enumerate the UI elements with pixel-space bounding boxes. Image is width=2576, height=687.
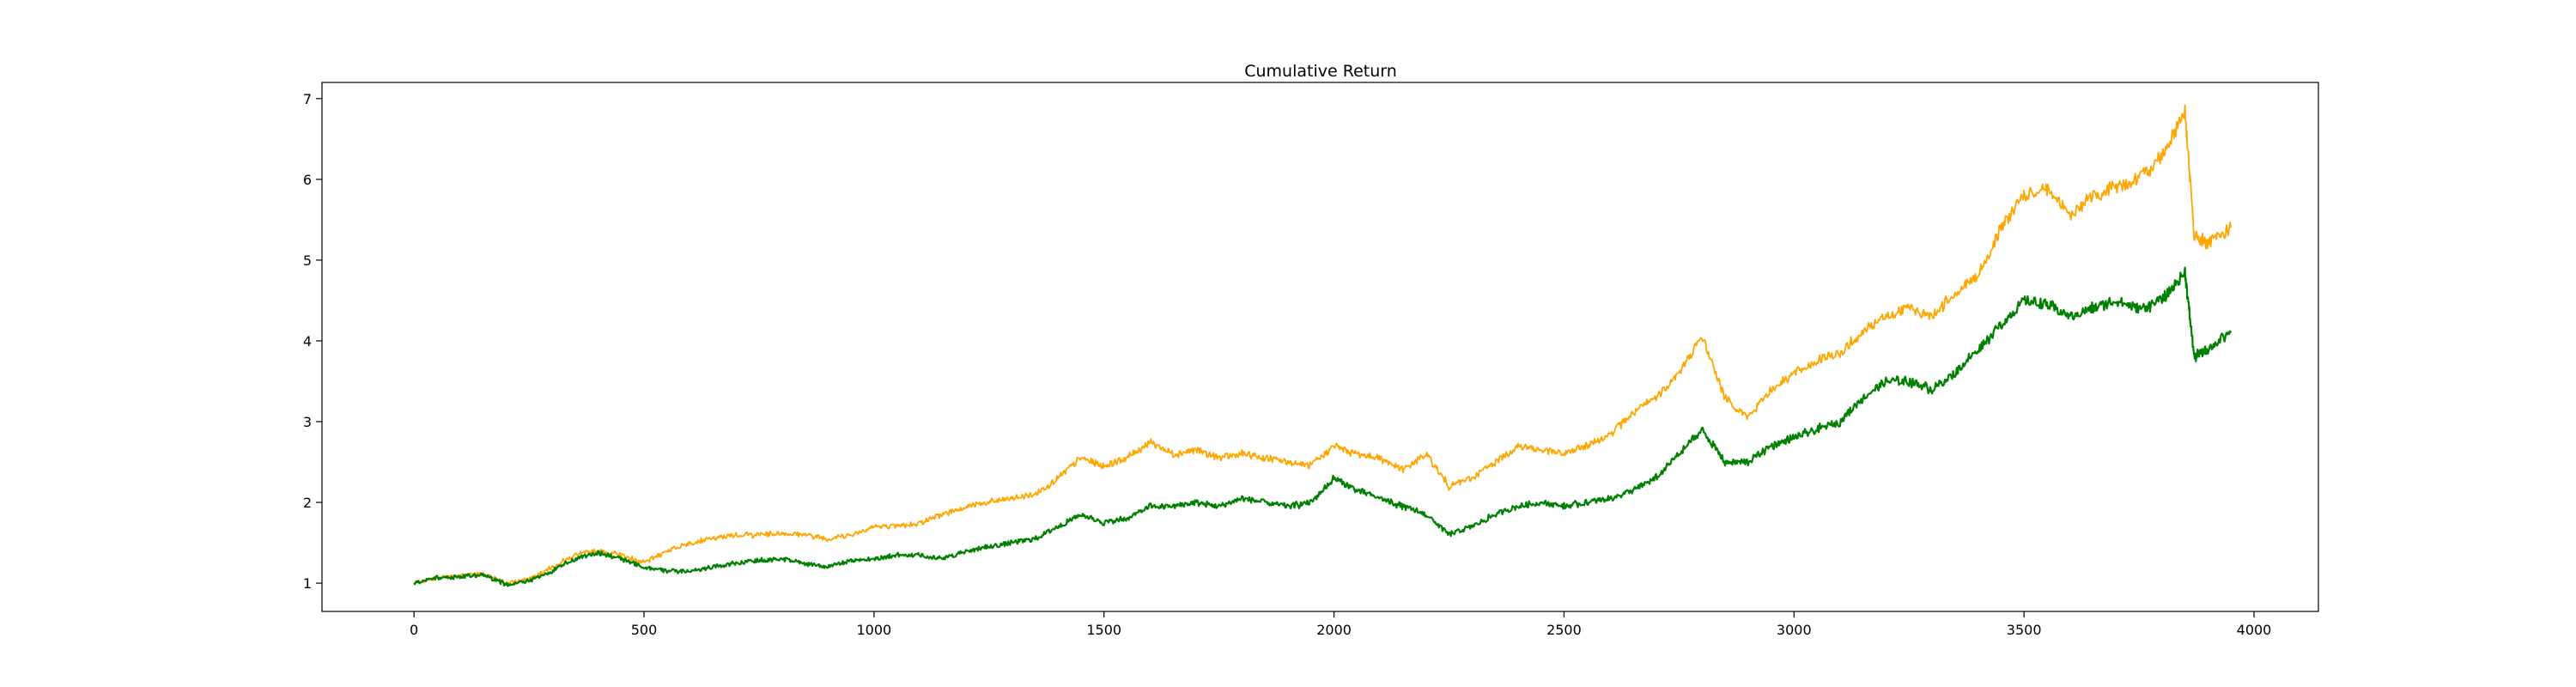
y-tick-label: 1: [303, 575, 312, 592]
chart-title: Cumulative Return: [1244, 62, 1397, 81]
x-tick-label: 2500: [1546, 622, 1582, 638]
y-axis: 1 2 3 4 5 6 7: [303, 91, 322, 592]
y-tick-label: 2: [303, 495, 312, 511]
x-tick-label: 4000: [2237, 622, 2272, 638]
plot-area-frame: [321, 82, 2319, 612]
x-tick-label: 3000: [1777, 622, 1812, 638]
series-line-2: [413, 266, 2233, 587]
x-tick-label: 2000: [1316, 622, 1352, 638]
x-tick-label: 3500: [2007, 622, 2042, 638]
x-axis: 0 500 1000 1500 2000 2500 3000 3500 4000: [410, 611, 2271, 638]
series-line-1: [413, 104, 2233, 586]
x-tick-label: 0: [410, 622, 418, 638]
x-tick-label: 500: [631, 622, 658, 638]
y-tick-label: 6: [303, 172, 312, 188]
y-tick-label: 7: [303, 91, 312, 107]
series-layer: [413, 104, 2233, 587]
y-tick-label: 4: [303, 333, 312, 350]
y-tick-label: 3: [303, 414, 312, 430]
x-tick-label: 1500: [1086, 622, 1121, 638]
y-tick-label: 5: [303, 252, 312, 269]
x-tick-label: 1000: [856, 622, 891, 638]
